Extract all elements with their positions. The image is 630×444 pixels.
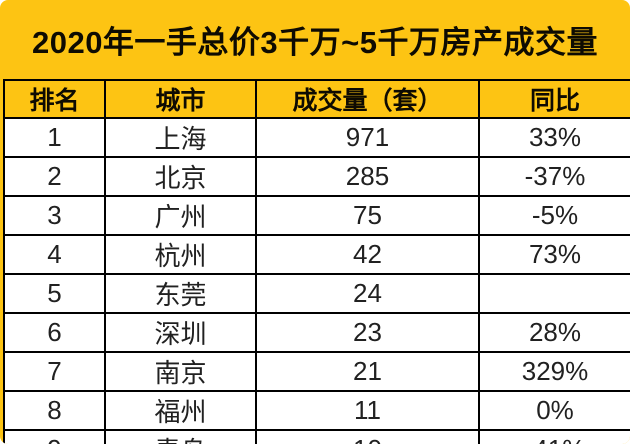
volume-cell: 42 — [255, 234, 480, 275]
rank-cell: 8 — [3, 390, 106, 431]
yoy-cell: -41% — [478, 429, 630, 444]
table-row: 2 北京 285 -37% — [3, 156, 630, 197]
yoy-cell: -37% — [478, 156, 630, 197]
yoy-cell — [478, 273, 630, 314]
rank-cell: 1 — [3, 117, 106, 158]
table-row: 3 广州 75 -5% — [3, 195, 630, 236]
city-cell: 深圳 — [104, 312, 257, 353]
volume-cell: 75 — [255, 195, 480, 236]
yoy-cell: 0% — [478, 390, 630, 431]
volume-cell: 23 — [255, 312, 480, 353]
volume-cell: 971 — [255, 117, 480, 158]
table-row: 1 上海 971 33% — [3, 117, 630, 158]
header-yoy: 同比 — [478, 79, 630, 119]
table-row: 9 青岛 10 -41% — [3, 429, 630, 444]
rank-cell: 7 — [3, 351, 106, 392]
data-table-wrapper: 排名 城市 成交量（套） 同比 1 上海 971 33% 2 北京 285 -3 — [3, 79, 630, 444]
city-cell: 东莞 — [104, 273, 257, 314]
title-band: 2020年一手总价3千万~5千万房产成交量 — [0, 0, 630, 79]
table-row: 8 福州 11 0% — [3, 390, 630, 431]
rank-cell: 2 — [3, 156, 106, 197]
rank-cell: 3 — [3, 195, 106, 236]
header-rank: 排名 — [3, 79, 106, 119]
volume-cell: 10 — [255, 429, 480, 444]
rank-cell: 9 — [3, 429, 106, 444]
city-cell: 福州 — [104, 390, 257, 431]
volume-cell: 21 — [255, 351, 480, 392]
yoy-cell: 33% — [478, 117, 630, 158]
header-row: 排名 城市 成交量（套） 同比 — [3, 79, 630, 119]
yoy-cell: 73% — [478, 234, 630, 275]
table-row: 5 东莞 24 — [3, 273, 630, 314]
rank-cell: 5 — [3, 273, 106, 314]
volume-cell: 24 — [255, 273, 480, 314]
rank-cell: 6 — [3, 312, 106, 353]
city-cell: 广州 — [104, 195, 257, 236]
city-cell: 北京 — [104, 156, 257, 197]
yoy-cell: 329% — [478, 351, 630, 392]
city-cell: 上海 — [104, 117, 257, 158]
rank-cell: 4 — [3, 234, 106, 275]
table-row: 6 深圳 23 28% — [3, 312, 630, 353]
table-row: 4 杭州 42 73% — [3, 234, 630, 275]
header-volume: 成交量（套） — [255, 79, 480, 119]
yoy-cell: 28% — [478, 312, 630, 353]
volume-cell: 285 — [255, 156, 480, 197]
yoy-cell: -5% — [478, 195, 630, 236]
page-title: 2020年一手总价3千万~5千万房产成交量 — [31, 25, 599, 60]
city-cell: 青岛 — [104, 429, 257, 444]
city-cell: 南京 — [104, 351, 257, 392]
table-row: 7 南京 21 329% — [3, 351, 630, 392]
data-table: 排名 城市 成交量（套） 同比 1 上海 971 33% 2 北京 285 -3 — [3, 79, 630, 444]
volume-cell: 11 — [255, 390, 480, 431]
header-city: 城市 — [104, 79, 257, 119]
city-cell: 杭州 — [104, 234, 257, 275]
